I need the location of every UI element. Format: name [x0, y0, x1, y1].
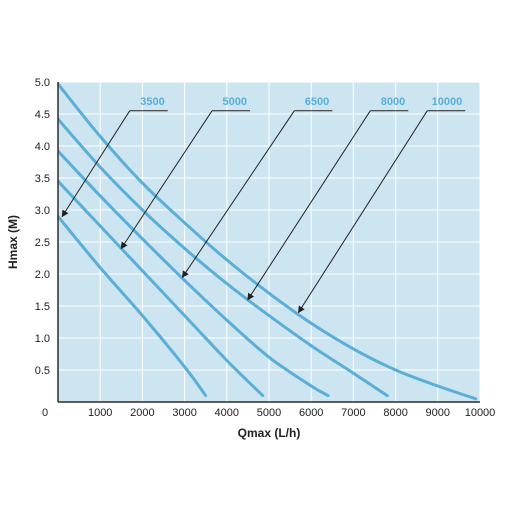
curve-8000 [58, 117, 389, 398]
curve-6500 [58, 149, 330, 398]
curve-5000 [58, 179, 265, 398]
curve-3500 [58, 214, 208, 398]
curve-label-10000: 10000 [432, 96, 463, 108]
y-tick-label: 3.5 [35, 173, 50, 185]
curve-label-6500: 6500 [305, 96, 329, 108]
y-tick-label: 4.5 [35, 109, 50, 121]
axes [57, 82, 480, 403]
y-tick-label: 3.0 [35, 205, 50, 217]
y-tick-label: 2.0 [35, 269, 50, 281]
x-tick-label: 6000 [299, 407, 323, 419]
arrow-10000 [298, 110, 428, 314]
x-tick-label: 0 [42, 407, 48, 419]
curve-10000 [58, 82, 478, 401]
arrow-8000 [247, 110, 371, 301]
x-tick-label: 10000 [465, 407, 496, 419]
x-tick-label: 7000 [341, 407, 365, 419]
x-axis-label: Qmax (L/h) [238, 426, 301, 440]
y-tick-label: 1.5 [35, 301, 50, 313]
arrow-6500 [181, 110, 295, 279]
x-tick-labels: 0 1000 2000 3000 4000 5000 6000 7000 8000 9000 100… [42, 407, 495, 419]
x-tick-label: 3000 [172, 407, 196, 419]
y-tick-label: 0.5 [35, 365, 50, 377]
curves [58, 82, 478, 401]
arrow-3500 [61, 110, 131, 218]
x-tick-label: 4000 [215, 407, 239, 419]
curve-label-8000: 8000 [381, 96, 405, 108]
y-tick-labels: 0.5 1.0 1.5 2.0 2.5 3.0 3.5 4.0 4.5 5.0 [35, 77, 50, 377]
x-tick-label: 1000 [88, 407, 112, 419]
y-tick-label: 5.0 [35, 77, 50, 89]
x-tick-label: 8000 [383, 407, 407, 419]
x-tick-label: 5000 [257, 407, 281, 419]
grid-lines [58, 81, 481, 402]
y-tick-label: 2.5 [35, 237, 50, 249]
annotations: 3500 5000 6500 8000 10000 [61, 96, 466, 314]
y-tick-label: 4.0 [35, 141, 50, 153]
y-tick-label: 1.0 [35, 333, 50, 345]
curve-label-3500: 3500 [140, 96, 164, 108]
x-tick-label: 9000 [426, 407, 450, 419]
curve-label-5000: 5000 [223, 96, 247, 108]
x-tick-label: 2000 [130, 407, 154, 419]
y-axis-label: Hmax (M) [6, 215, 20, 269]
arrow-5000 [120, 110, 213, 250]
